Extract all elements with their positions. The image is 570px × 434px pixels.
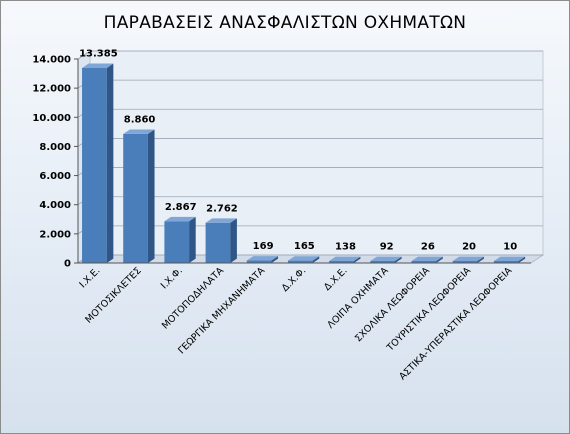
bar-top: [205, 218, 237, 223]
data-label: 8.860: [124, 114, 156, 125]
bar: [164, 216, 196, 263]
bar-top: [287, 256, 320, 261]
data-label: 20: [462, 242, 476, 253]
bar-front: [164, 221, 190, 263]
bar-front: [452, 261, 478, 263]
x-tick-label: ΤΟΥΡΙΣΤΙΚΑ ΛΕΩΦΟΡΕΙΑ: [384, 265, 473, 354]
y-tick-label: 4.000: [39, 200, 71, 211]
x-tick-label: Ι.Χ.Ε.: [77, 265, 102, 290]
y-axis: 0 2.000 4.000 6.000 8.000 10.000 12.000 14.000: [32, 55, 531, 270]
data-label: 138: [335, 242, 356, 253]
bar: [205, 218, 237, 263]
bar-side: [106, 63, 114, 263]
data-label: 26: [421, 242, 435, 253]
bar-top: [164, 216, 196, 222]
bars: [82, 63, 526, 263]
bar-front: [411, 261, 437, 263]
data-label: 165: [294, 241, 315, 252]
gridline: [77, 50, 543, 60]
data-label: 10: [503, 242, 517, 253]
chart-title: ΠΑΡΑΒΑΣΕΙΣ ΑΝΑΣΦΑΛΙΣΤΩΝ ΟΧΗΜΑΤΩΝ: [103, 13, 467, 33]
bar: [246, 256, 279, 263]
y-tick-label: 8.000: [39, 142, 71, 153]
bar: [452, 256, 484, 263]
bar-front: [205, 222, 231, 263]
data-label: 2.762: [206, 203, 238, 214]
bar-side: [230, 218, 237, 263]
back-wall: [89, 50, 544, 256]
data-labels: 13.385 8.860 2.867 2.762 169 165 138 92 26 20 10: [79, 49, 517, 253]
bar-front: [82, 67, 107, 263]
bar-top: [370, 256, 402, 261]
bar: [123, 129, 155, 263]
y-tick-label: 2.000: [39, 229, 71, 240]
bar: [287, 256, 320, 263]
y-tick-label: 14.000: [32, 55, 71, 66]
data-label: 13.385: [79, 49, 118, 60]
x-axis: Ι.Χ.Ε.ΜΟΤΟΣΙΚΛΕΤΕΣ Ι.Χ.Φ.ΜΟΤΟΠΟΔΗΛΑΤΑΓΕΩΡ…: [77, 265, 514, 382]
y-tick-label: 10.000: [32, 113, 71, 124]
bar-side: [189, 216, 196, 263]
bar-front: [329, 260, 354, 263]
bar-top: [452, 256, 484, 261]
x-tick-label: ΓΕΩΡΓΙΚΑ ΜΗΧΑΝΗΜΑΤΑ: [176, 265, 267, 356]
bar: [329, 256, 361, 263]
bar-top: [329, 256, 361, 261]
x-tick-label: ΣΧΟΛΙΚΑ ΛΕΩΦΟΡΕΙΑ: [353, 265, 432, 344]
bar-side: [395, 256, 402, 263]
bar: [370, 256, 402, 263]
bar-top: [82, 63, 114, 68]
bar-side: [518, 256, 526, 263]
data-label: 169: [253, 241, 274, 252]
y-tick-label: 12.000: [32, 84, 71, 95]
x-tick-label: Δ.Χ.Φ.: [280, 265, 309, 294]
bar-side: [477, 256, 484, 263]
y-tick-label: 0: [64, 259, 71, 270]
bar-front: [493, 261, 519, 263]
bar-top: [411, 256, 443, 261]
data-label: 2.867: [165, 202, 197, 213]
bar-side: [436, 256, 443, 263]
bar-front: [287, 260, 313, 263]
x-tick-label: Δ.Χ.Ε.: [322, 265, 350, 293]
bar: [82, 63, 114, 263]
bar-top: [246, 256, 279, 261]
bar-front: [123, 133, 148, 263]
bar-side: [271, 256, 279, 263]
bar-front: [370, 261, 396, 263]
bar-top: [123, 129, 155, 134]
y-tick-label: 6.000: [39, 171, 71, 182]
bar-top: [493, 256, 526, 261]
bar: [493, 256, 526, 263]
data-label: 92: [380, 242, 394, 253]
bar-side: [353, 256, 361, 263]
x-tick-label: Ι.Χ.Φ.: [159, 265, 185, 291]
bar: [411, 256, 443, 263]
bar-side: [312, 256, 320, 263]
bar-side: [147, 129, 155, 263]
bar-front: [246, 260, 272, 263]
